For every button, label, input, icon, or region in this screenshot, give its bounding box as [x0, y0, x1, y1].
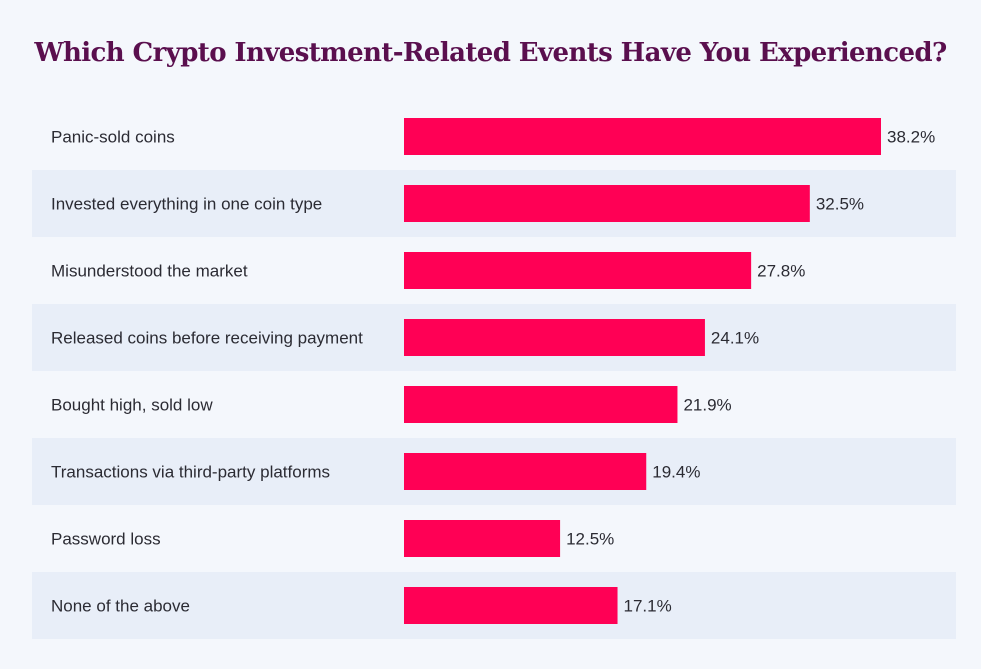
value-label: 12.5%	[566, 530, 614, 549]
value-label: 38.2%	[887, 128, 935, 147]
bar	[404, 386, 678, 423]
category-label: Released coins before receiving payment	[51, 329, 363, 348]
bar	[404, 118, 881, 155]
bar	[404, 252, 752, 289]
category-label: Bought high, sold low	[51, 396, 213, 415]
value-label: 21.9%	[683, 396, 731, 415]
value-label: 17.1%	[624, 597, 672, 616]
category-label: Misunderstood the market	[51, 262, 248, 281]
value-label: 32.5%	[816, 195, 864, 214]
bar	[404, 587, 618, 624]
category-label: Password loss	[51, 530, 161, 549]
category-label: Invested everything in one coin type	[51, 195, 322, 214]
chart-title: Which Crypto Investment-Related Events H…	[34, 38, 947, 68]
bar	[404, 319, 705, 356]
category-label: Panic-sold coins	[51, 128, 175, 147]
value-label: 27.8%	[757, 262, 805, 281]
value-label: 24.1%	[711, 329, 759, 348]
bar	[404, 520, 561, 557]
category-label: None of the above	[51, 597, 190, 616]
bar	[404, 185, 810, 222]
category-label: Transactions via third-party platforms	[51, 463, 330, 482]
value-label: 19.4%	[652, 463, 700, 482]
bar	[404, 453, 647, 490]
